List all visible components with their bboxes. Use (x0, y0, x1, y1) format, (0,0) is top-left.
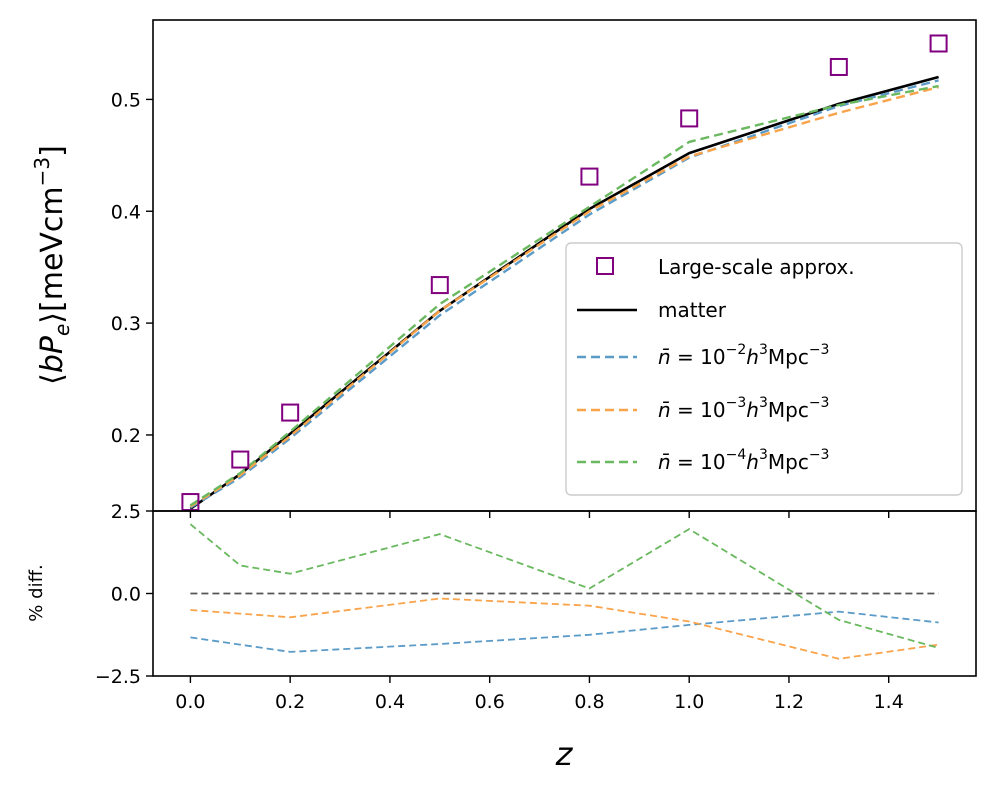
large-scale-marker (829, 57, 848, 76)
x-tick-label: 1.4 (874, 691, 904, 713)
large-scale-marker (929, 34, 948, 53)
x-tick-label: 0.6 (475, 691, 505, 713)
residual-series-line-1 (190, 610, 939, 653)
main-series-line-3 (189, 85, 939, 508)
legend-label-large-scale: Large-scale approx. (658, 255, 855, 279)
large-scale-marker (181, 493, 200, 512)
large-scale-marker (680, 109, 699, 128)
x-axis-label: z (555, 735, 574, 773)
residual-y-tick-label: 2.5 (111, 501, 141, 523)
main-series-line-2 (189, 79, 939, 509)
x-tick-label: 0.0 (175, 691, 205, 713)
legend-label-matter: matter (658, 298, 727, 322)
residual-y-tick-label: −2.5 (95, 666, 141, 688)
legend-frame (565, 242, 963, 496)
main-y-tick-label: 0.2 (111, 425, 141, 447)
main-panel-series (181, 34, 948, 512)
x-tick-label: 1.0 (674, 691, 704, 713)
large-scale-marker (430, 276, 449, 295)
x-tick-label: 1.2 (774, 691, 804, 713)
residual-series-line-2 (190, 597, 939, 660)
legend-marker-large-scale (596, 257, 614, 275)
main-y-tick-label: 0.5 (111, 89, 141, 111)
main-y-tick-label: 0.4 (111, 201, 141, 223)
large-scale-marker (580, 167, 599, 186)
legend: Large-scale approx. matter n̄ = 10−2h3Mp… (565, 242, 963, 496)
residual-y-tick-label: 0.0 (111, 584, 141, 606)
main-y-axis-label: ⟨bPe⟩[meVcm−3] (30, 145, 74, 385)
x-tick-label: 0.8 (574, 691, 604, 713)
legend-label-n1e-4: n̄ = 10−4h3Mpc−3 (658, 447, 829, 474)
main-y-tick-label: 0.3 (111, 313, 141, 335)
residual-y-axis-label: % diff. (26, 564, 47, 621)
legend-label-n1e-3: n̄ = 10−3h3Mpc−3 (658, 395, 829, 422)
large-scale-marker (281, 403, 300, 422)
legend-label-n1e-2: n̄ = 10−2h3Mpc−3 (658, 342, 829, 369)
x-tick-label: 0.2 (275, 691, 305, 713)
large-scale-marker (231, 450, 250, 469)
residual-panel-series (189, 523, 939, 660)
x-tick-label: 0.4 (375, 691, 405, 713)
